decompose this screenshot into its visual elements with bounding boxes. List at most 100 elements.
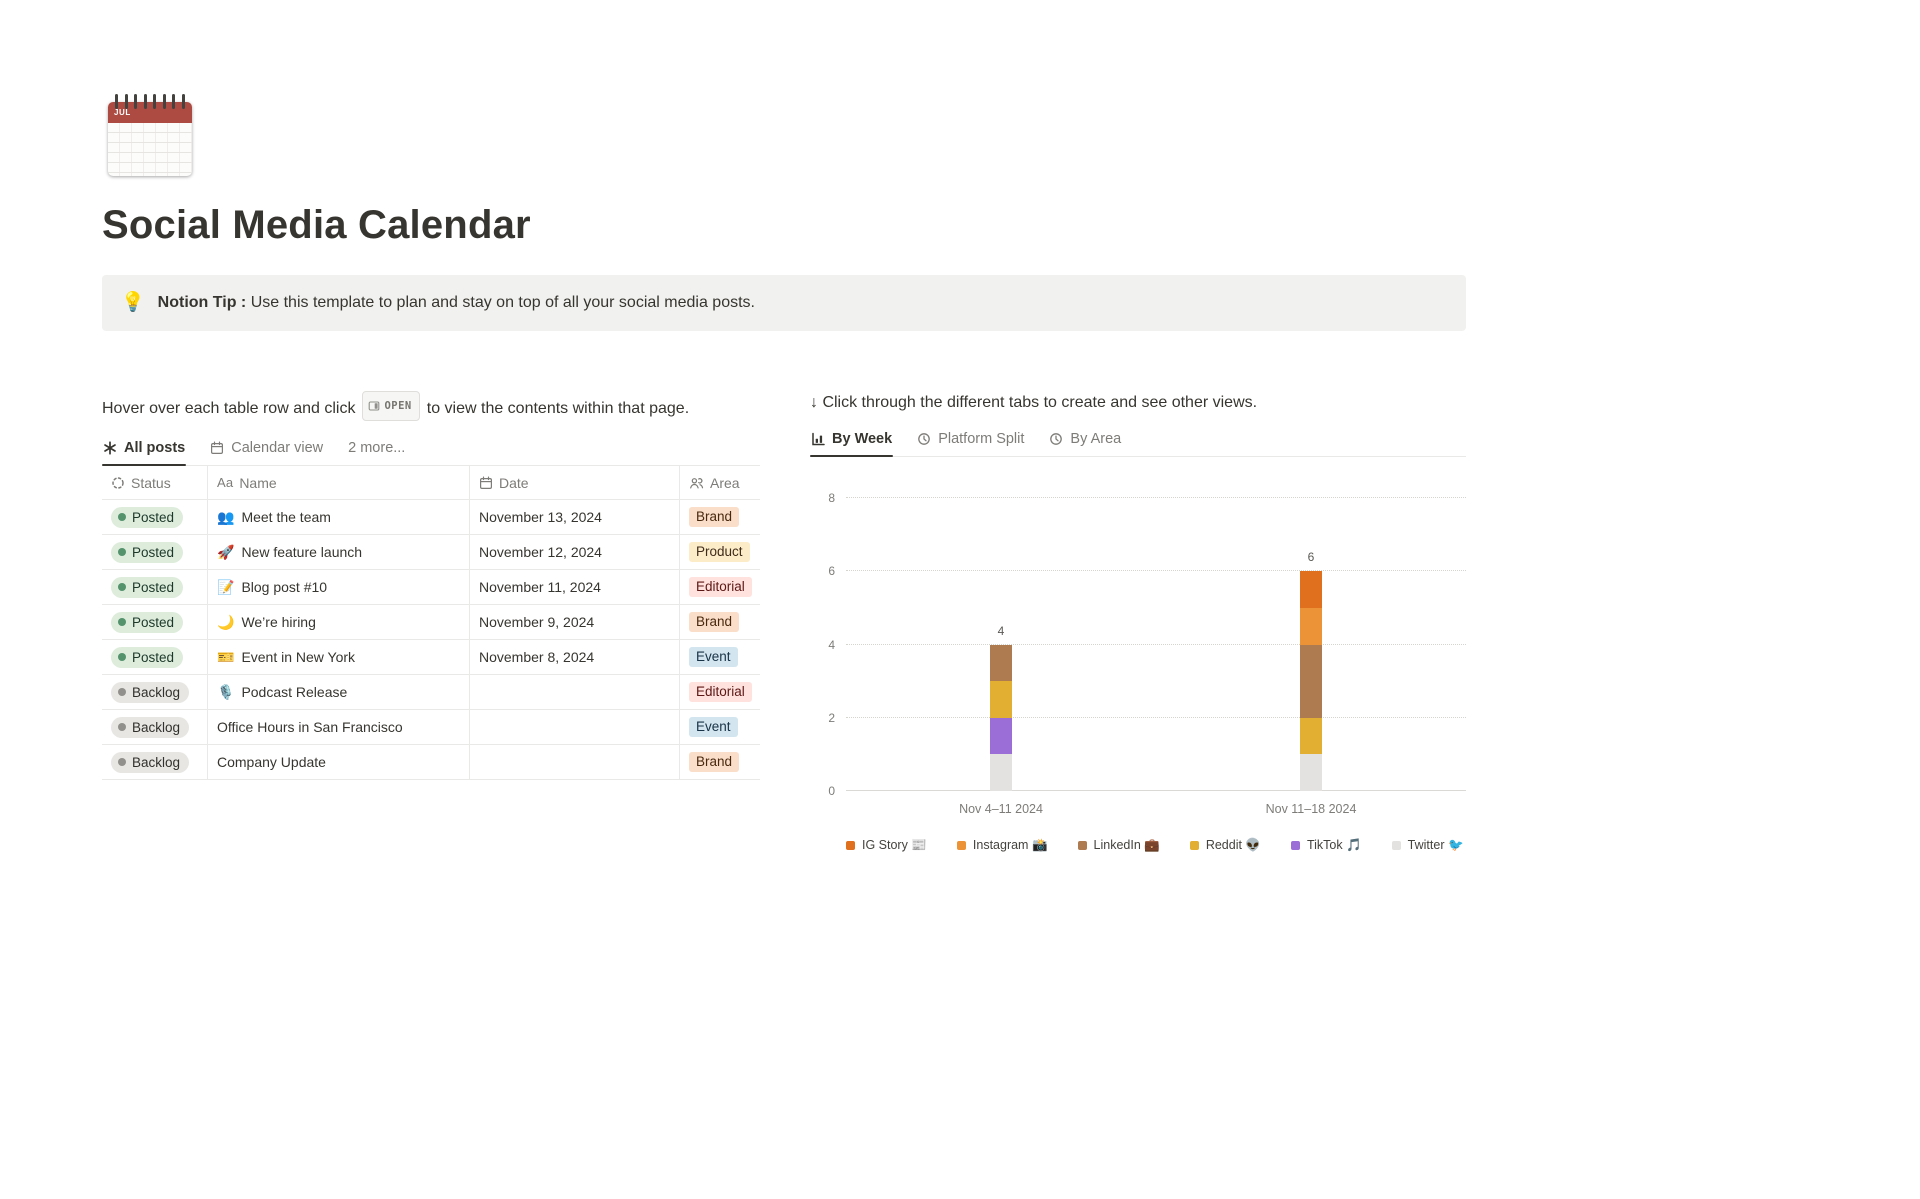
status-badge: Backlog	[111, 751, 190, 773]
name-cell: 📝 Blog post #10	[208, 570, 470, 604]
table-row[interactable]: Posted 🚀 New feature launch November 12, 20…	[102, 535, 760, 570]
column-header-date[interactable]: Date	[470, 466, 680, 499]
chart-plot-area: 0 2 4 6 8 4 Nov 4–11 2024 6 Nov 11–18 2024	[828, 491, 1466, 816]
people-icon	[689, 476, 704, 490]
area-cell: Product	[680, 535, 760, 569]
area-cell: Editorial	[680, 570, 760, 604]
legend-label: Instagram 📸	[972, 838, 1048, 852]
page-emoji-icon: 🌙	[217, 613, 235, 630]
page-link[interactable]: Company Update	[217, 754, 326, 770]
area-tag: Brand	[689, 507, 740, 527]
status-cell: Backlog	[102, 710, 208, 744]
status-cell: Posted	[102, 640, 208, 674]
legend-item-twitter[interactable]: Twitter 🐦	[1391, 838, 1464, 853]
name-cell: 🎫 Event in New York	[208, 640, 470, 674]
legend-label: Reddit 👽	[1205, 838, 1261, 852]
bar-segment-twitter	[1300, 754, 1322, 791]
view-tab-2-more[interactable]: 2 more...	[347, 436, 406, 465]
chart-legend: IG Story 📰 Instagram 📸 LinkedIn 💼 Reddit 👽 T…	[846, 838, 1466, 853]
page-link[interactable]: Event in New York	[241, 649, 356, 665]
bar-segment-reddit	[990, 681, 1012, 718]
status-label: Posted	[132, 509, 175, 525]
chart-view-tab-platform-split[interactable]: Platform Split	[916, 427, 1025, 456]
x-axis-category-label: Nov 11–18 2024	[1265, 802, 1357, 816]
bar-segment-linkedin	[1300, 644, 1322, 718]
status-badge: Posted	[111, 646, 184, 668]
gridline: 2	[828, 711, 1466, 725]
bar-segment-twitter	[990, 754, 1012, 791]
page-link[interactable]: Blog post #10	[241, 579, 328, 595]
tab-label: Calendar view	[231, 440, 324, 456]
chart-view-tab-by-week[interactable]: By Week	[810, 427, 894, 457]
status-dot	[118, 723, 126, 731]
table-header-row: Status Aa Name Date Area	[102, 466, 760, 500]
legend-item-ig-story[interactable]: IG Story 📰	[846, 838, 927, 853]
gridline: 0	[828, 784, 1466, 798]
status-dot	[118, 758, 126, 766]
page-link[interactable]: Meet the team	[241, 509, 331, 525]
area-tag: Brand	[689, 752, 740, 772]
status-badge: Posted	[111, 576, 184, 598]
legend-item-instagram[interactable]: Instagram 📸	[956, 838, 1048, 853]
column-header-name[interactable]: Aa Name	[208, 466, 470, 499]
legend-item-reddit[interactable]: Reddit 👽	[1189, 838, 1261, 853]
stacked-bar	[1300, 571, 1322, 791]
view-tab-all-posts[interactable]: All posts	[102, 436, 187, 466]
side-peek-icon	[368, 400, 380, 412]
status-badge: Posted	[111, 541, 184, 563]
page-icon-calendar[interactable]: JUL	[108, 94, 192, 178]
bar-segment-ig-story	[1300, 571, 1322, 608]
date-cell: November 8, 2024	[470, 640, 680, 674]
Aa-icon: Aa	[217, 475, 234, 490]
gridline: 8	[828, 491, 1466, 505]
name-cell: 🚀 New feature launch	[208, 535, 470, 569]
y-axis-tick-label: 6	[828, 564, 835, 579]
status-label: Posted	[132, 649, 175, 665]
name-cell: 👥 Meet the team	[208, 500, 470, 534]
area-tag: Editorial	[689, 577, 752, 597]
date-value: November 13, 2024	[479, 509, 602, 525]
column-header-status[interactable]: Status	[102, 466, 208, 499]
y-axis-tick-label: 0	[828, 784, 835, 798]
lightbulb-icon: 💡	[121, 292, 145, 313]
legend-swatch	[1077, 841, 1087, 850]
tab-label: Platform Split	[938, 431, 1025, 447]
chart-icon	[811, 432, 825, 446]
table-row[interactable]: Backlog Office Hours in San Francisco Even…	[102, 710, 760, 745]
tab-label: By Week	[832, 431, 893, 447]
status-dot	[118, 618, 126, 626]
page-link[interactable]: We’re hiring	[241, 614, 316, 630]
date-cell	[470, 675, 680, 709]
date-value: November 11, 2024	[479, 579, 601, 595]
table-row[interactable]: Posted 👥 Meet the team November 13, 2024 Bra…	[102, 500, 760, 535]
table-row[interactable]: Posted 🎫 Event in New York November 8, 2024…	[102, 640, 760, 675]
column-header-area[interactable]: Area	[680, 466, 760, 499]
view-tab-calendar-view[interactable]: Calendar view	[209, 436, 324, 465]
table-column: Hover over each table row and click OPEN t…	[102, 391, 760, 780]
status-dot	[118, 583, 126, 591]
page-link[interactable]: Office Hours in San Francisco	[217, 719, 403, 735]
table-row[interactable]: Backlog Company Update Brand	[102, 745, 760, 780]
status-dot	[118, 513, 126, 521]
callout-body-text: Use this template to plan and stay on to…	[250, 294, 755, 311]
legend-label: TikTok 🎵	[1306, 838, 1362, 852]
legend-swatch	[1391, 841, 1401, 850]
table-row[interactable]: Posted 🌙 We’re hiring November 9, 2024 Brand	[102, 605, 760, 640]
area-cell: Event	[680, 710, 760, 744]
open-badge[interactable]: OPEN	[362, 391, 420, 421]
chart-instruction: ↓ Click through the different tabs to cr…	[810, 394, 1258, 411]
bar-segment-reddit	[1300, 717, 1322, 755]
page-link[interactable]: New feature launch	[241, 544, 363, 560]
page-emoji-icon: 🚀	[217, 543, 235, 560]
table-row[interactable]: Backlog 🎙️ Podcast Release Editorial	[102, 675, 760, 710]
page-emoji-icon: 👥	[217, 508, 235, 525]
calendar-icon	[210, 441, 224, 455]
area-cell: Editorial	[680, 675, 760, 709]
by-week-chart: 0 2 4 6 8 4 Nov 4–11 2024 6 Nov 11–18 2024 IG St…	[810, 491, 1466, 853]
column-header-label: Status	[131, 474, 171, 491]
table-row[interactable]: Posted 📝 Blog post #10 November 11, 2024 Edi…	[102, 570, 760, 605]
chart-view-tab-by-area[interactable]: By Area	[1048, 427, 1122, 456]
page-link[interactable]: Podcast Release	[241, 684, 348, 700]
legend-item-tiktok[interactable]: TikTok 🎵	[1290, 838, 1362, 853]
legend-item-linkedin[interactable]: LinkedIn 💼	[1077, 838, 1160, 853]
